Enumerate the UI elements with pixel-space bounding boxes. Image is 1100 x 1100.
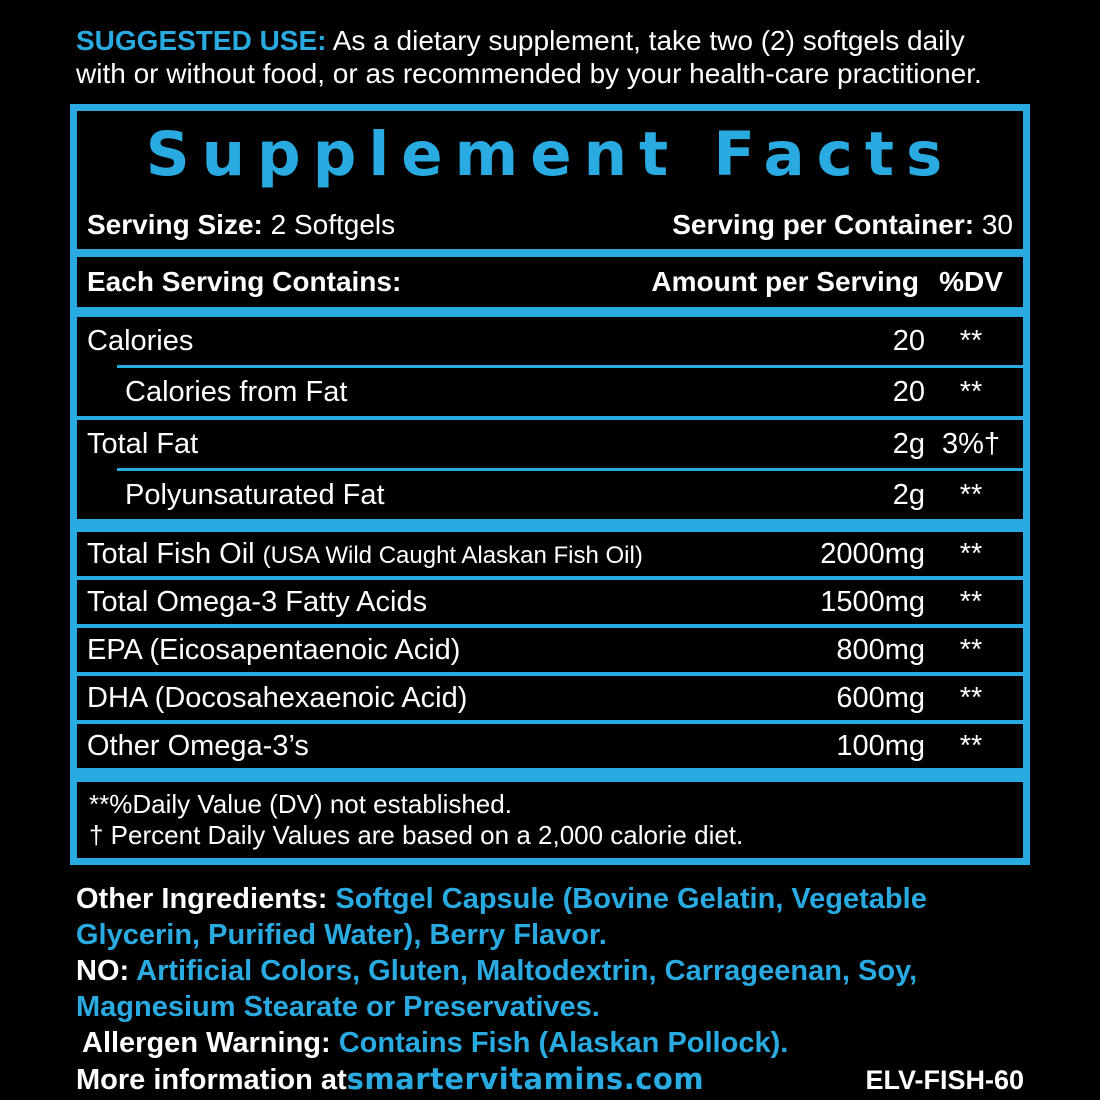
row-name: Polyunsaturated Fat: [125, 478, 385, 511]
footnote-box: **%Daily Value (DV) not established. † P…: [77, 782, 1023, 858]
separator-indented: [117, 365, 1023, 368]
table-row-dha: DHA (Docosahexaenoic Acid) 600mg **: [77, 676, 1023, 720]
more-info-line: More information at smartervitamins.com …: [76, 1061, 1024, 1098]
website-link[interactable]: smartervitamins.com: [346, 1062, 705, 1096]
row-amount: 800mg: [836, 633, 925, 666]
suggested-use-line1: SUGGESTED USE: As a dietary supplement, …: [76, 24, 1040, 57]
no-label: NO:: [76, 955, 137, 987]
row-amount: 100mg: [836, 729, 925, 762]
table-row-total-omega3: Total Omega-3 Fatty Acids 1500mg **: [77, 580, 1023, 624]
other-ingredients-line2: Glycerin, Purified Water), Berry Flavor.: [76, 917, 1024, 953]
footnote-line1: **%Daily Value (DV) not established.: [89, 789, 512, 819]
other-ingredients-value2: Glycerin, Purified Water), Berry Flavor.: [76, 919, 607, 951]
serving-size-label: Serving Size:: [87, 209, 263, 240]
column-header-row: Each Serving Contains: Amount per Servin…: [77, 257, 1023, 307]
other-info-section: Other Ingredients: Softgel Capsule (Bovi…: [76, 881, 1024, 1098]
allergen-warning-value: Contains Fish (Alaskan Pollock).: [338, 1027, 789, 1059]
header-percent-dv: %DV: [939, 266, 1003, 297]
table-row-calories: Calories 20 **: [77, 317, 1023, 365]
servings-per-container-value: 30: [981, 209, 1013, 240]
sku-code: ELV-FISH-60: [865, 1065, 1024, 1095]
row-amount: 600mg: [836, 681, 925, 714]
table-row-polyunsaturated-fat: Polyunsaturated Fat 2g **: [77, 471, 1023, 519]
row-name: Calories from Fat: [125, 375, 348, 408]
row-name: DHA (Docosahexaenoic Acid): [87, 681, 468, 714]
serving-info-row: Serving Size: 2 Softgels Serving per Con…: [77, 209, 1023, 249]
supplement-facts-panel: Supplement Facts Serving Size: 2 Softgel…: [70, 104, 1030, 865]
row-name-note: (USA Wild Caught Alaskan Fish Oil): [262, 541, 643, 569]
separator-indented: [117, 468, 1023, 471]
row-amount: 20: [892, 375, 925, 408]
servings-per-container: Serving per Container: 30: [672, 209, 1013, 241]
no-value2: Magnesium Stearate or Preservatives.: [76, 991, 600, 1023]
header-each-serving: Each Serving Contains:: [87, 266, 402, 297]
more-info-label: More information at: [76, 1064, 347, 1096]
suggested-use-section: SUGGESTED USE: As a dietary supplement, …: [76, 24, 1040, 90]
no-line2: Magnesium Stearate or Preservatives.: [76, 989, 1024, 1025]
table-row-total-fat: Total Fat 2g 3%†: [77, 420, 1023, 468]
no-value1: Artificial Colors, Gluten, Maltodextrin,…: [136, 955, 918, 987]
other-ingredients-label: Other Ingredients:: [76, 883, 336, 915]
row-dv: **: [959, 537, 983, 570]
row-amount: 2000mg: [820, 537, 925, 570]
row-dv: **: [959, 633, 983, 666]
servings-per-container-label: Serving per Container:: [672, 209, 975, 240]
row-name: Total Fish Oil (USA Wild Caught Alaskan …: [87, 538, 795, 571]
row-dv: **: [959, 478, 983, 511]
table-row-epa: EPA (Eicosapentaenoic Acid) 800mg **: [77, 628, 1023, 672]
row-name: Total Fat: [87, 427, 199, 460]
row-dv: **: [959, 729, 983, 762]
row-name: Total Omega-3 Fatty Acids: [87, 585, 428, 618]
allergen-warning-line: Allergen Warning: Contains Fish (Alaskan…: [76, 1025, 1024, 1061]
no-line1: NO: Artificial Colors, Gluten, Maltodext…: [76, 953, 1024, 989]
row-name: Calories: [87, 324, 194, 357]
row-dv: **: [959, 585, 983, 618]
suggested-use-line2: with or without food, or as recommended …: [76, 57, 1040, 90]
table-row-calories-from-fat: Calories from Fat 20 **: [77, 368, 1023, 416]
serving-size: Serving Size: 2 Softgels: [87, 209, 395, 241]
row-amount: 1500mg: [820, 585, 925, 618]
row-name-main: Total Fish Oil: [87, 537, 255, 570]
row-amount: 2g: [892, 478, 925, 511]
row-dv: 3%†: [941, 427, 1001, 460]
row-name: EPA (Eicosapentaenoic Acid): [87, 633, 461, 666]
title-box: Supplement Facts Serving Size: 2 Softgel…: [77, 111, 1023, 249]
table-row-other-omega3: Other Omega-3’s 100mg **: [77, 724, 1023, 768]
table-row-total-fish-oil: Total Fish Oil (USA Wild Caught Alaskan …: [77, 532, 1023, 576]
serving-size-value: 2 Softgels: [270, 209, 396, 240]
other-ingredients-line1: Other Ingredients: Softgel Capsule (Bovi…: [76, 881, 1024, 917]
suggested-use-text2: with or without food, or as recommended …: [76, 58, 982, 89]
suggested-use-text1: As a dietary supplement, take two (2) so…: [332, 25, 965, 56]
row-name: Other Omega-3’s: [87, 729, 309, 762]
other-ingredients-value1: Softgel Capsule (Bovine Gelatin, Vegetab…: [335, 883, 927, 915]
suggested-use-label: SUGGESTED USE:: [76, 25, 327, 56]
row-dv: **: [959, 324, 983, 357]
panel-title: Supplement Facts: [145, 119, 955, 190]
row-dv: **: [959, 375, 983, 408]
row-dv: **: [959, 681, 983, 714]
calories-fat-group: Calories 20 ** Calories from Fat 20 ** T…: [77, 317, 1023, 519]
footnote-line2: † Percent Daily Values are based on a 2,…: [89, 820, 744, 850]
separator-full: [77, 416, 1023, 420]
allergen-warning-label: Allergen Warning:: [82, 1027, 339, 1059]
header-amount-per-serving: Amount per Serving: [651, 266, 919, 297]
row-amount: 2g: [892, 427, 925, 460]
row-amount: 20: [892, 324, 925, 357]
